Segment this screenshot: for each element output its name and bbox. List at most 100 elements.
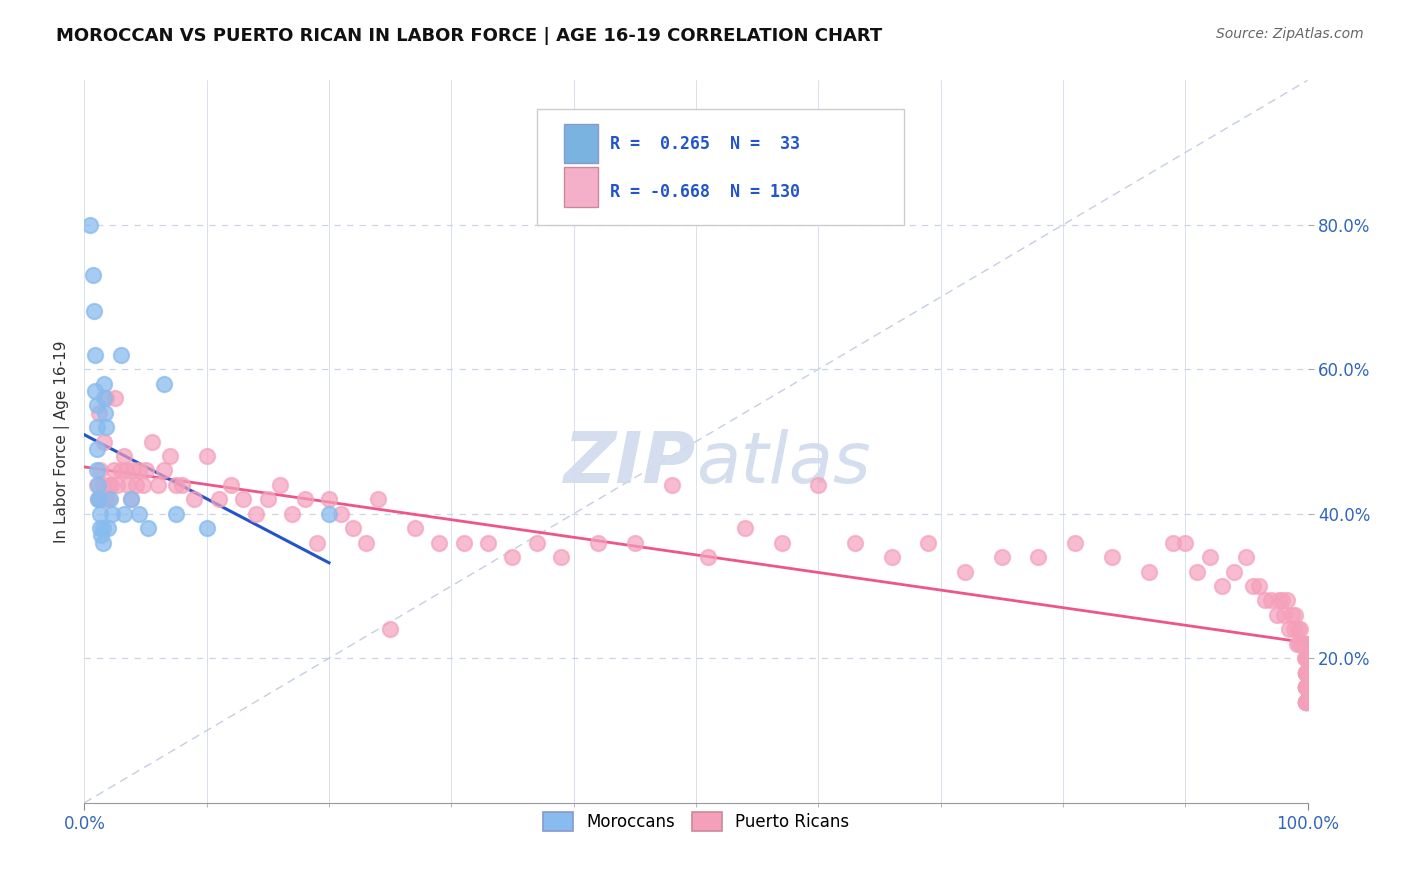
Point <box>1137 565 1160 579</box>
Point <box>115 463 138 477</box>
Point <box>83 304 105 318</box>
Point <box>1187 565 1209 579</box>
Point <box>624 535 647 549</box>
Point <box>1295 695 1317 709</box>
Point <box>281 507 304 521</box>
Point <box>1174 535 1197 549</box>
Point <box>195 521 218 535</box>
Point <box>128 507 150 521</box>
Point <box>89 463 111 477</box>
Point <box>318 492 340 507</box>
Point <box>195 449 218 463</box>
Point <box>807 478 830 492</box>
Point <box>112 507 135 521</box>
Point <box>1247 579 1270 593</box>
Point <box>91 478 114 492</box>
Point <box>697 550 720 565</box>
Point <box>1101 550 1123 565</box>
Point <box>1028 550 1050 565</box>
Point <box>1295 651 1317 665</box>
Point <box>1282 623 1305 637</box>
Point <box>96 391 118 405</box>
Point <box>1295 680 1317 694</box>
Point <box>367 492 389 507</box>
Point <box>1285 637 1308 651</box>
Point <box>1064 535 1087 549</box>
Point <box>87 492 110 507</box>
Point <box>1295 665 1317 680</box>
Point <box>1295 651 1317 665</box>
Point <box>917 535 939 549</box>
Point <box>1295 665 1317 680</box>
Point <box>91 535 114 549</box>
Point <box>991 550 1014 565</box>
Point <box>112 449 135 463</box>
Point <box>86 420 108 434</box>
Point <box>122 463 145 477</box>
Point <box>94 492 117 507</box>
Point <box>1295 695 1317 709</box>
Point <box>1265 607 1288 622</box>
Point <box>84 348 107 362</box>
Point <box>1268 593 1291 607</box>
Point <box>110 463 132 477</box>
Point <box>294 492 316 507</box>
Point <box>79 218 101 232</box>
Point <box>1236 550 1258 565</box>
Point <box>1295 665 1317 680</box>
Point <box>87 478 110 492</box>
Point <box>734 521 756 535</box>
Point <box>1295 680 1317 694</box>
Point <box>1295 665 1317 680</box>
Point <box>257 492 280 507</box>
Point <box>1281 607 1303 622</box>
Point <box>93 391 115 405</box>
Point <box>1161 535 1184 549</box>
Legend: Moroccans, Puerto Ricans: Moroccans, Puerto Ricans <box>536 805 856 838</box>
Point <box>1254 593 1277 607</box>
Point <box>550 550 572 565</box>
Point <box>305 535 328 549</box>
Point <box>128 463 150 477</box>
Point <box>380 623 402 637</box>
Point <box>1295 680 1317 694</box>
Point <box>1295 680 1317 694</box>
Point <box>90 492 112 507</box>
Point <box>953 565 976 579</box>
Point <box>91 521 114 535</box>
Point <box>1295 637 1317 651</box>
Point <box>87 492 110 507</box>
Point <box>1295 695 1317 709</box>
Point <box>87 406 110 420</box>
Point <box>141 434 163 449</box>
FancyBboxPatch shape <box>537 109 904 225</box>
Text: R =  0.265  N =  33: R = 0.265 N = 33 <box>610 135 800 153</box>
Point <box>586 535 609 549</box>
Point <box>153 376 176 391</box>
Point <box>84 384 107 398</box>
Point <box>502 550 524 565</box>
Point <box>159 449 181 463</box>
Point <box>1295 695 1317 709</box>
Text: atlas: atlas <box>696 429 870 498</box>
Text: Source: ZipAtlas.com: Source: ZipAtlas.com <box>1216 27 1364 41</box>
Point <box>219 478 242 492</box>
Point <box>82 268 104 283</box>
Point <box>97 478 120 492</box>
Point <box>1295 680 1317 694</box>
Point <box>1211 579 1233 593</box>
Point <box>93 376 115 391</box>
Point <box>453 535 475 549</box>
Point <box>1278 623 1301 637</box>
Point <box>1295 665 1317 680</box>
Point <box>427 535 450 549</box>
Point <box>1260 593 1282 607</box>
Point <box>103 463 125 477</box>
Point <box>86 442 108 456</box>
Point <box>342 521 364 535</box>
Point <box>94 406 117 420</box>
Point <box>477 535 499 549</box>
Point <box>1286 623 1309 637</box>
Point <box>105 478 128 492</box>
Point <box>318 507 340 521</box>
